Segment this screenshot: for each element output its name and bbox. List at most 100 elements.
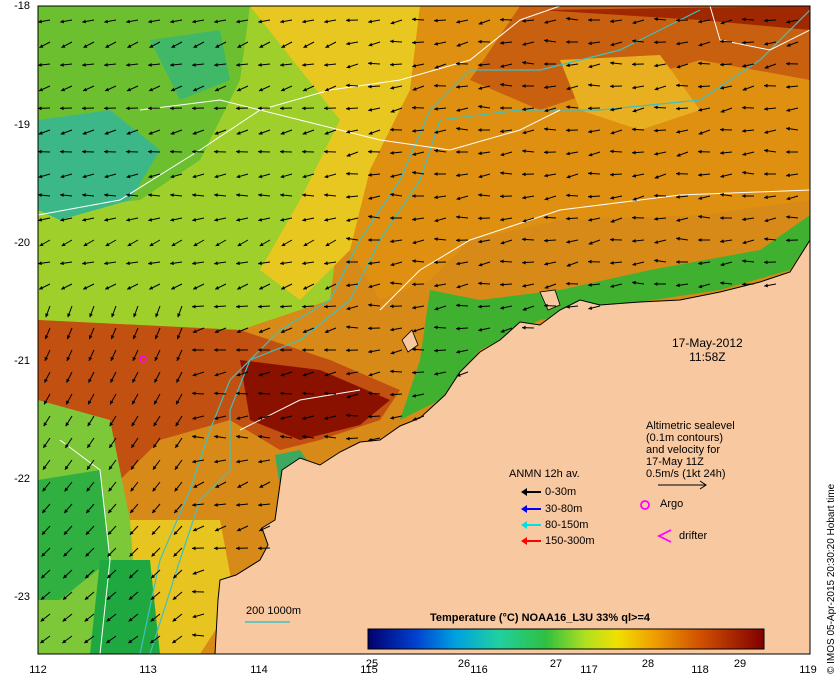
- velocity-arrowhead: [104, 63, 108, 67]
- velocity-arrowhead: [174, 465, 179, 470]
- velocity-arrowhead: [171, 44, 176, 48]
- velocity-arrowhead: [41, 574, 46, 579]
- velocity-arrowhead: [698, 149, 702, 154]
- velocity-arrowhead: [654, 151, 659, 156]
- velocity-arrowhead: [62, 596, 67, 600]
- velocity-arrowhead: [170, 63, 174, 67]
- velocity-arrowhead: [764, 83, 768, 88]
- velocity-arrowhead: [38, 193, 42, 197]
- velocity-arrowhead: [544, 215, 548, 220]
- velocity-arrowhead: [412, 105, 416, 110]
- velocity-arrowhead: [698, 131, 703, 135]
- velocity-arrowhead: [434, 371, 439, 376]
- velocity-arrowhead: [65, 444, 69, 448]
- velocity-arrowhead: [192, 633, 196, 637]
- velocity-arrowhead: [544, 85, 548, 90]
- velocity-arrowhead: [237, 484, 242, 488]
- velocity-arrowhead: [390, 392, 394, 397]
- lat-tick: -23: [14, 591, 30, 603]
- velocity-arrowhead: [456, 19, 461, 24]
- velocity-arrowhead: [566, 16, 570, 21]
- velocity-arrowhead: [258, 63, 262, 67]
- velocity-arrowhead: [214, 546, 218, 551]
- velocity-arrowhead: [346, 371, 350, 376]
- velocity-arrowhead: [214, 459, 218, 464]
- velocity-arrowhead: [150, 639, 155, 644]
- velocity-arrowhead: [214, 391, 218, 396]
- velocity-arrowhead: [38, 63, 42, 67]
- anmn-legend-item: 30-80m: [519, 503, 582, 515]
- velocity-arrowhead: [280, 131, 285, 135]
- velocity-arrowhead: [324, 416, 329, 420]
- velocity-arrowhead: [152, 509, 156, 514]
- velocity-arrowhead: [456, 303, 460, 308]
- velocity-arrowhead: [176, 356, 181, 361]
- velocity-arrowhead: [64, 465, 69, 470]
- velocity-arrowhead: [280, 304, 284, 309]
- velocity-arrowhead: [83, 242, 88, 246]
- velocity-arrowhead: [764, 65, 769, 69]
- velocity-arrowhead: [368, 391, 372, 396]
- velocity-arrowhead: [500, 171, 504, 175]
- velocity-arrowhead: [83, 286, 88, 290]
- velocity-arrowhead: [390, 327, 394, 332]
- velocity-arrowhead: [105, 44, 110, 48]
- velocity-arrowhead: [63, 531, 68, 535]
- velocity-arrowhead: [151, 574, 156, 579]
- velocity-arrowhead: [61, 286, 66, 290]
- velocity-arrowhead: [192, 63, 196, 67]
- anmn-legend-label: 0-30m: [545, 486, 577, 498]
- velocity-arrowhead: [60, 193, 64, 197]
- velocity-arrowhead: [434, 41, 439, 46]
- velocity-arrowhead: [588, 259, 592, 264]
- velocity-arrowhead: [132, 335, 137, 340]
- lon-tick: 112: [29, 664, 47, 676]
- land-mass: [214, 239, 810, 654]
- velocity-arrowhead: [65, 422, 70, 427]
- velocity-arrowhead: [258, 131, 263, 135]
- velocity-arrowhead: [368, 131, 373, 135]
- velocity-arrowhead: [390, 369, 394, 374]
- velocity-arrowhead: [110, 378, 114, 383]
- velocity-arrowhead: [786, 196, 791, 201]
- velocity-arrowhead: [720, 20, 725, 25]
- velocity-arrowhead: [522, 60, 526, 65]
- velocity-arrowhead: [324, 391, 328, 396]
- velocity-arrowhead: [171, 87, 175, 92]
- velocity-arrowhead: [720, 62, 724, 67]
- velocity-arrowhead: [87, 422, 92, 427]
- velocity-arrowhead: [324, 19, 328, 24]
- velocity-arrowhead: [236, 261, 240, 266]
- velocity-arrowhead: [456, 284, 461, 289]
- velocity-arrowhead: [566, 263, 571, 267]
- velocity-arrowhead: [786, 173, 790, 178]
- velocity-arrowhead: [128, 596, 133, 600]
- velocity-arrowhead: [193, 44, 198, 48]
- velocity-arrowhead: [258, 348, 262, 352]
- lat-tick: -19: [14, 119, 30, 131]
- velocity-arrowhead: [82, 261, 86, 266]
- velocity-arrowhead: [110, 400, 114, 405]
- velocity-arrowhead: [676, 83, 680, 88]
- velocity-arrowhead: [109, 444, 113, 448]
- velocity-arrowhead: [60, 174, 65, 179]
- velocity-arrowhead: [522, 237, 526, 242]
- velocity-arrowhead: [742, 152, 747, 156]
- lon-tick: 116: [470, 664, 488, 676]
- lat-tick: -18: [14, 0, 30, 12]
- velocity-arrowhead: [610, 42, 615, 47]
- velocity-arrowhead: [522, 307, 527, 311]
- velocity-arrowhead: [39, 242, 44, 246]
- velocity-arrowhead: [412, 63, 417, 68]
- velocity-arrowhead: [82, 19, 86, 24]
- velocity-arrowhead: [412, 129, 416, 133]
- velocity-arrowhead: [88, 400, 92, 405]
- velocity-arrowhead: [654, 40, 658, 45]
- velocity-arrowhead: [192, 589, 196, 594]
- velocity-arrowhead: [390, 127, 394, 132]
- velocity-arrowhead: [215, 44, 220, 48]
- velocity-arrowhead: [82, 149, 86, 154]
- velocity-arrowhead: [155, 313, 159, 318]
- velocity-arrowhead: [127, 242, 132, 246]
- colorbar: [367, 628, 765, 650]
